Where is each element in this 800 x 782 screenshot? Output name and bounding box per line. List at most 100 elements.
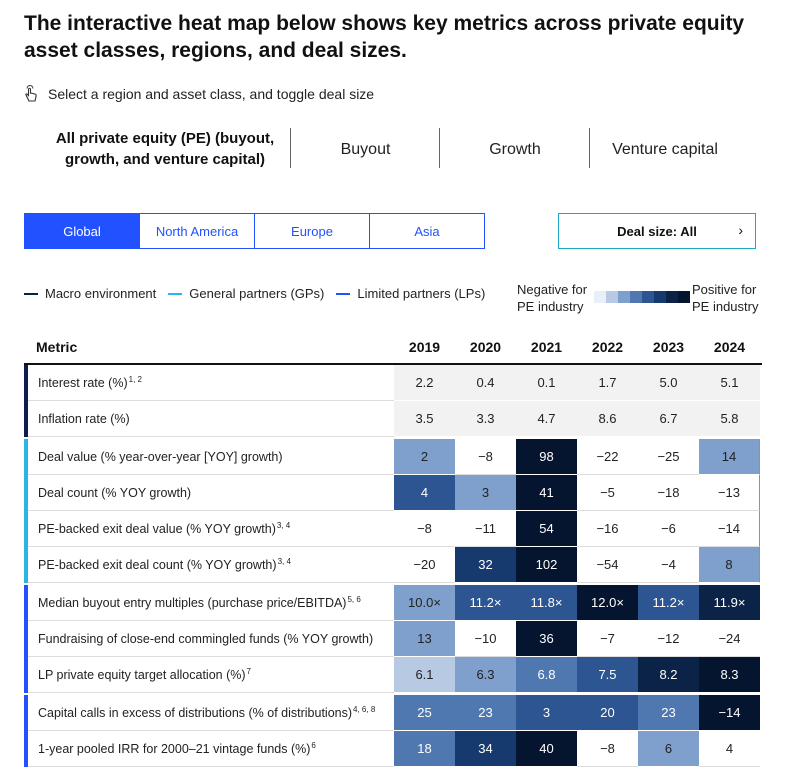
heat-cell: 12.0× [577,585,638,621]
heat-cell: 8.2 [638,657,699,693]
metric-label: Inflation rate (%) [28,401,394,437]
tab-divider [290,128,291,168]
metric-text: PE-backed exit deal value (% YOY growth) [38,521,276,536]
scale-swatch [654,291,666,303]
group-bar [24,475,28,511]
heat-cell: 6.7 [638,401,699,437]
tab-all-private-equity[interactable]: All private equity (PE) (buyout, growth,… [55,130,275,168]
heat-cell: 32 [455,547,516,583]
tab-growth[interactable]: Growth [489,140,541,158]
metric-text: LP private equity target allocation (%) [38,667,246,682]
chevron-right-icon: › [738,222,743,238]
heat-cell: 4 [394,475,455,511]
footnote-ref: 1, 2 [128,375,142,384]
heat-cell: 4.7 [516,401,577,437]
heat-cell: 3.5 [394,401,455,437]
heat-cell: 36 [516,621,577,657]
heat-cell: 2.2 [394,365,455,401]
heat-cell: −20 [394,547,455,583]
metric-label: PE-backed exit deal count (% YOY growth)… [28,547,394,583]
deal-size-toggle[interactable]: Deal size: All › [558,213,756,249]
table-body: Interest rate (%) 1, 2 2.2 0.4 0.1 1.7 5.0 5.1 I… [24,365,762,767]
metric-label: Deal value (% year-over-year [YOY] growt… [28,439,394,475]
scale-positive-label: Positive for PE industry [692,282,759,314]
legend-item-macro: Macro environment [24,286,156,301]
region-tabs: Global North America Europe Asia [24,213,485,249]
heat-cell: 11.9× [699,585,760,621]
heat-cell: 5.1 [699,365,760,401]
table-row: Deal value (% year-over-year [YOY] growt… [24,439,762,475]
heat-cell: −13 [699,475,760,511]
header-metric: Metric [36,338,78,355]
heat-cell: 3.3 [455,401,516,437]
region-tab-europe[interactable]: Europe [255,213,370,249]
region-tab-north-america[interactable]: North America [140,213,255,249]
table-row: Interest rate (%) 1, 2 2.2 0.4 0.1 1.7 5.0 5.1 [24,365,762,401]
tab-venture-capital[interactable]: Venture capital [612,140,718,158]
metric-text: Median buyout entry multiples (purchase … [38,595,347,610]
heat-cell: 3 [516,695,577,731]
heat-cell: 11.8× [516,585,577,621]
group-bar [24,621,28,657]
legend: Macro environment General partners (GPs)… [24,286,497,301]
heat-cell: 6 [638,731,699,767]
heat-cell: 4 [699,731,760,767]
table-row: Deal count (% YOY growth) 4 3 41 −5 −18 −13 [24,475,762,511]
heat-cell: 98 [516,439,577,475]
metric-text: Capital calls in excess of distributions… [38,705,353,720]
heat-cell: 11.2× [638,585,699,621]
group-bar [24,511,28,547]
heat-cell: 18 [394,731,455,767]
metric-label: Interest rate (%) 1, 2 [28,365,394,401]
heat-cell: −12 [638,621,699,657]
group-bar [24,695,28,731]
header-year: 2024 [713,338,746,355]
heat-cell: 41 [516,475,577,511]
heat-cell: 102 [516,547,577,583]
metric-text: 1-year pooled IRR for 2000–21 vintage fu… [38,741,311,756]
metric-label: 1-year pooled IRR for 2000–21 vintage fu… [28,731,394,767]
tab-buyout[interactable]: Buyout [340,140,391,158]
region-tab-global[interactable]: Global [24,213,140,249]
legend-line-lps [336,292,351,295]
table-row: Median buyout entry multiples (purchase … [24,585,762,621]
metric-label: Fundraising of close-end commingled fund… [28,621,394,657]
scale-negative-label: Negative for PE industry [517,282,588,314]
heat-cell: −16 [577,511,638,547]
heat-cell: 6.8 [516,657,577,693]
heat-cell: 7.5 [577,657,638,693]
legend-label-lps: Limited partners (LPs) [357,286,486,301]
scale-swatch [618,291,630,303]
legend-item-gps: General partners (GPs) [168,286,324,301]
heat-cell: −14 [699,695,760,731]
group-bar [24,547,28,583]
legend-label-macro: Macro environment [45,286,157,301]
group-bar [24,731,28,767]
heatmap-table: Metric 2019 2020 2021 2022 2023 2024 Int… [24,330,762,767]
metric-text: Deal value (% year-over-year [YOY] growt… [38,449,283,464]
heat-cell: 40 [516,731,577,767]
region-tab-asia[interactable]: Asia [370,213,485,249]
table-row: Capital calls in excess of distributions… [24,695,762,731]
legend-line-gps [168,292,183,295]
header-year: 2023 [652,338,685,355]
heat-cell: 34 [455,731,516,767]
heat-cell: 13 [394,621,455,657]
heat-cell: −54 [577,547,638,583]
instruction: Select a region and asset class, and tog… [22,85,374,103]
heat-cell: 8.6 [577,401,638,437]
scale-swatch [630,291,642,303]
metric-text: Deal count (% YOY growth) [38,485,192,500]
legend-label-gps: General partners (GPs) [189,286,325,301]
scale-swatch [678,291,690,303]
metric-label: Median buyout entry multiples (purchase … [28,585,394,621]
heat-cell: −24 [699,621,760,657]
scale-swatch [606,291,618,303]
asset-class-tabs: All private equity (PE) (buyout, growth,… [40,126,760,172]
heat-cell: 5.8 [699,401,760,437]
heat-cell: 1.7 [577,365,638,401]
heat-cell: −18 [638,475,699,511]
heat-cell: 14 [699,439,760,475]
instruction-text: Select a region and asset class, and tog… [48,86,375,102]
heat-cell: 10.0× [394,585,455,621]
